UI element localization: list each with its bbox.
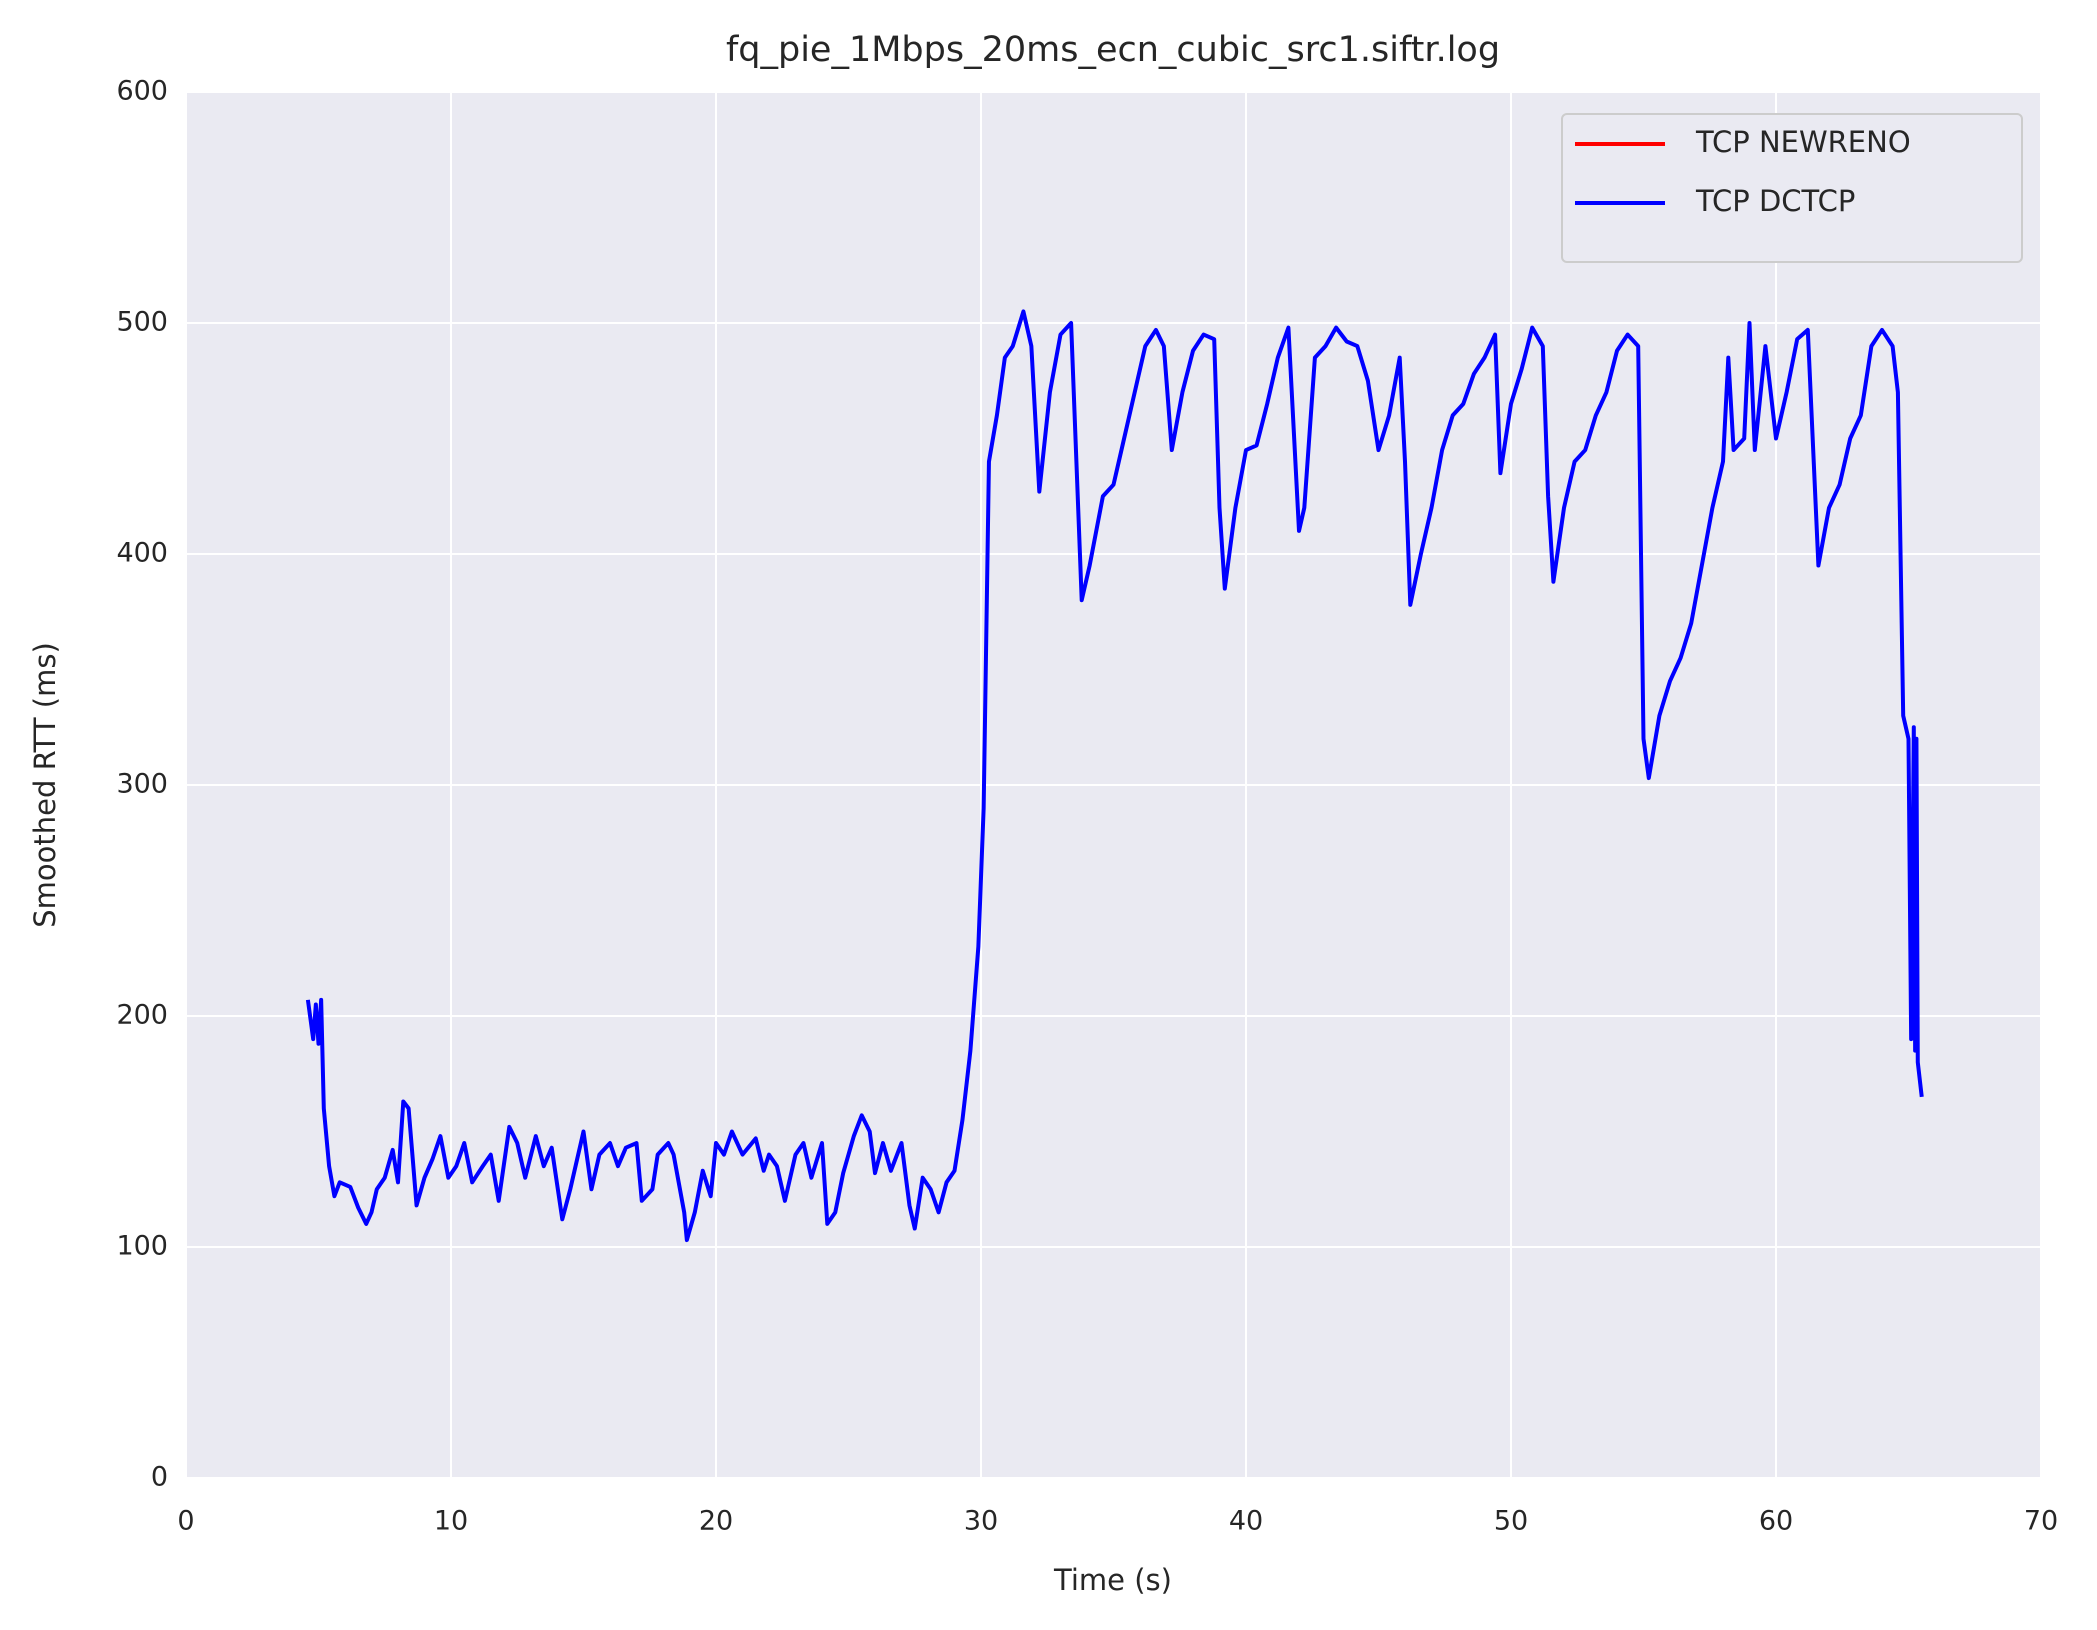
chart-title: fq_pie_1Mbps_20ms_ecn_cubic_src1.siftr.l… (726, 30, 1500, 70)
x-tick-label: 10 (434, 1506, 468, 1537)
x-tick-label: 0 (177, 1506, 194, 1537)
y-tick-label: 400 (116, 538, 168, 569)
x-tick-label: 30 (964, 1506, 998, 1537)
x-tick-label: 40 (1229, 1506, 1263, 1537)
x-tick-label: 60 (1759, 1506, 1793, 1537)
y-tick-label: 300 (116, 769, 168, 800)
y-tick-label: 200 (116, 1000, 168, 1031)
x-axis-label: Time (s) (1053, 1563, 1172, 1597)
legend-box (1561, 113, 2023, 263)
data-line (305, 309, 1924, 1243)
y-tick-label: 500 (116, 307, 168, 338)
x-tick-label: 50 (1494, 1506, 1528, 1537)
legend-label: TCP DCTCP (1695, 184, 1855, 218)
y-tick-label: 0 (151, 1462, 168, 1493)
y-tick-label: 100 (116, 1231, 168, 1262)
x-tick-label: 20 (699, 1506, 733, 1537)
y-axis-label: Smoothed RTT (ms) (28, 642, 62, 928)
y-tick-label: 600 (116, 76, 168, 107)
legend-label: TCP NEWRENO (1695, 125, 1911, 159)
x-tick-label: 70 (2024, 1506, 2058, 1537)
